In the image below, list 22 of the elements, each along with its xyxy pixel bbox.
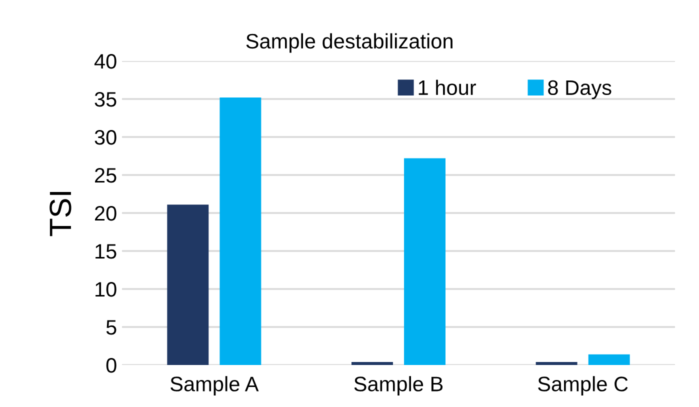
bar: [167, 204, 209, 365]
x-tick-label: Sample C: [538, 376, 628, 396]
y-tick-label: 0: [106, 358, 116, 373]
chart-title: Sample destabilization: [246, 33, 452, 53]
x-tick-label: Sample A: [170, 376, 259, 396]
legend-label: 1 hour: [418, 80, 476, 96]
y-tick-label: 35: [94, 92, 116, 107]
y-tick-label: 30: [94, 130, 116, 145]
y-axis-title: TSI: [50, 192, 72, 236]
bar: [404, 158, 446, 365]
x-tick-label: Sample B: [354, 376, 443, 396]
y-tick-label: 25: [95, 168, 116, 183]
bar: [536, 362, 578, 365]
bar: [588, 354, 630, 365]
bar: [220, 97, 262, 365]
bar: [351, 362, 393, 365]
y-tick-label: 10: [96, 282, 116, 297]
legend-label: 8 Days: [548, 80, 612, 100]
y-tick-label: 40: [94, 54, 116, 69]
y-tick-label: 5: [106, 320, 116, 335]
y-tick-label: 15: [96, 244, 116, 259]
y-tick-label: 20: [95, 206, 116, 221]
